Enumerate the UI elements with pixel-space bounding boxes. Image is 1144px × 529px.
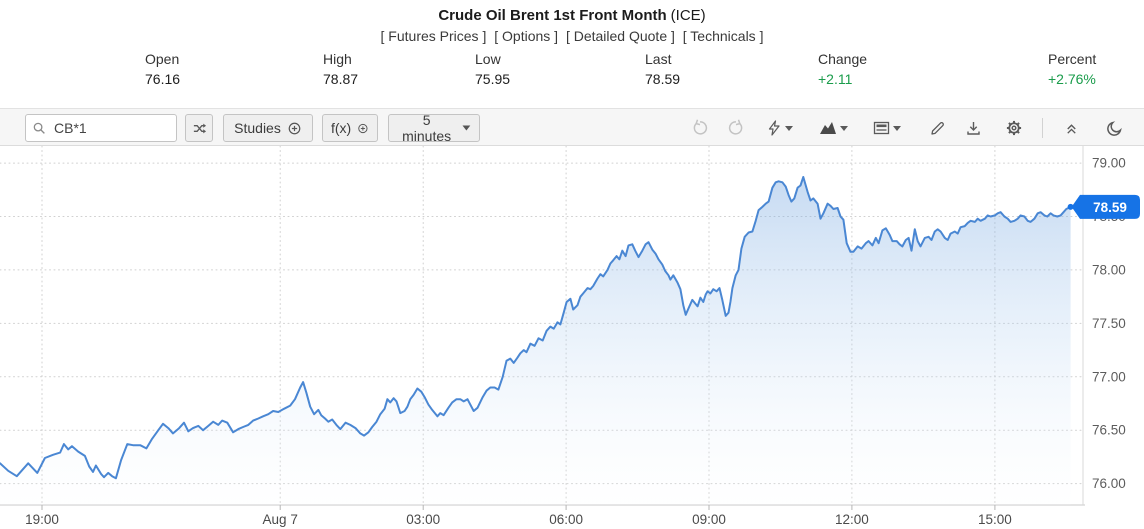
undo-button[interactable] bbox=[686, 114, 714, 142]
settings-button[interactable] bbox=[998, 114, 1030, 142]
interval-dropdown[interactable]: 5 minutes bbox=[388, 112, 480, 144]
functions-button[interactable]: f(x) bbox=[322, 114, 378, 142]
svg-text:06:00: 06:00 bbox=[549, 512, 583, 527]
caret-down-icon bbox=[839, 125, 848, 131]
svg-text:19:00: 19:00 bbox=[25, 512, 59, 527]
stat-last: Last 78.59 bbox=[645, 51, 681, 87]
dark-mode-moon-icon bbox=[1106, 120, 1122, 136]
toolbar-separator bbox=[1042, 118, 1043, 138]
quote-nav-links: [ Futures Prices ] [ Options ] [ Detaile… bbox=[0, 28, 1144, 44]
link-futures-prices[interactable]: [ Futures Prices ] bbox=[380, 28, 487, 44]
quote-stats-row: Open 76.16 High 78.87 Low 75.95 Last 78.59 C… bbox=[0, 51, 1144, 95]
undo-icon bbox=[693, 119, 708, 135]
svg-text:09:00: 09:00 bbox=[692, 512, 726, 527]
link-technicals[interactable]: [ Technicals ] bbox=[682, 28, 764, 44]
redo-button[interactable] bbox=[722, 114, 750, 142]
symbol-name: Crude Oil Brent 1st Front Month bbox=[438, 7, 667, 24]
x-axis-labels: 19:00 Aug 7 03:00 06:00 09:00 12:00 15:00 bbox=[25, 512, 1012, 527]
symbol-search-box[interactable] bbox=[25, 114, 177, 142]
stat-change: Change +2.11 bbox=[818, 51, 868, 87]
svg-text:78.00: 78.00 bbox=[1092, 262, 1126, 277]
stat-high: High 78.87 bbox=[323, 51, 359, 87]
redo-icon bbox=[728, 119, 743, 135]
svg-text:77.00: 77.00 bbox=[1092, 369, 1126, 384]
compare-shuffle-button[interactable] bbox=[185, 114, 213, 142]
collapse-toolbar-button[interactable] bbox=[1056, 114, 1086, 142]
collapse-chevrons-icon bbox=[1066, 123, 1076, 134]
caret-down-icon bbox=[462, 125, 471, 131]
stat-low: Low 75.95 bbox=[475, 51, 511, 87]
studies-button[interactable]: Studies bbox=[223, 114, 313, 142]
price-area bbox=[0, 177, 1071, 505]
svg-text:76.00: 76.00 bbox=[1092, 476, 1126, 491]
caret-down-icon bbox=[893, 125, 901, 131]
shuffle-icon bbox=[193, 123, 206, 133]
svg-text:15:00: 15:00 bbox=[978, 512, 1012, 527]
svg-text:03:00: 03:00 bbox=[406, 512, 440, 527]
download-icon bbox=[966, 121, 980, 135]
exchange-name: (ICE) bbox=[670, 7, 706, 24]
stat-percent: Percent +2.76% bbox=[1048, 51, 1097, 87]
events-lightning-icon bbox=[768, 120, 780, 136]
plus-circle-icon bbox=[288, 122, 301, 134]
svg-text:12:00: 12:00 bbox=[835, 512, 869, 527]
draw-pencil-icon bbox=[930, 121, 944, 135]
svg-text:77.50: 77.50 bbox=[1092, 316, 1126, 331]
link-detailed-quote[interactable]: [ Detailed Quote ] bbox=[565, 28, 675, 44]
chart-type-area-icon bbox=[819, 122, 836, 134]
events-dropdown[interactable] bbox=[760, 114, 798, 142]
search-icon bbox=[33, 122, 45, 134]
svg-text:76.50: 76.50 bbox=[1092, 423, 1126, 438]
layout-dropdown[interactable] bbox=[866, 114, 908, 142]
draw-button[interactable] bbox=[922, 114, 952, 142]
layout-panels-icon bbox=[873, 121, 890, 135]
last-price-dot bbox=[1067, 203, 1074, 210]
page-title: Crude Oil Brent 1st Front Month (ICE) bbox=[0, 7, 1144, 24]
settings-gear-icon bbox=[1006, 120, 1022, 136]
caret-down-icon bbox=[784, 125, 793, 131]
chart-type-dropdown[interactable] bbox=[812, 114, 854, 142]
svg-text:Aug 7: Aug 7 bbox=[263, 512, 298, 527]
download-button[interactable] bbox=[958, 114, 988, 142]
link-options[interactable]: [ Options ] bbox=[494, 28, 559, 44]
svg-text:78.59: 78.59 bbox=[1093, 200, 1127, 215]
symbol-input[interactable] bbox=[52, 119, 166, 137]
last-price-badge: 78.59 bbox=[1071, 194, 1140, 219]
stat-open: Open 76.16 bbox=[145, 51, 181, 87]
price-chart[interactable]: 76.0076.5077.0077.5078.0078.5079.0019:00… bbox=[0, 146, 1144, 529]
price-line bbox=[0, 176, 1072, 480]
svg-text:79.00: 79.00 bbox=[1092, 156, 1126, 171]
plus-circle-icon bbox=[358, 123, 368, 133]
chart-toolbar: Studies f(x) 5 minutes bbox=[0, 108, 1144, 146]
dark-mode-button[interactable] bbox=[1098, 114, 1130, 142]
